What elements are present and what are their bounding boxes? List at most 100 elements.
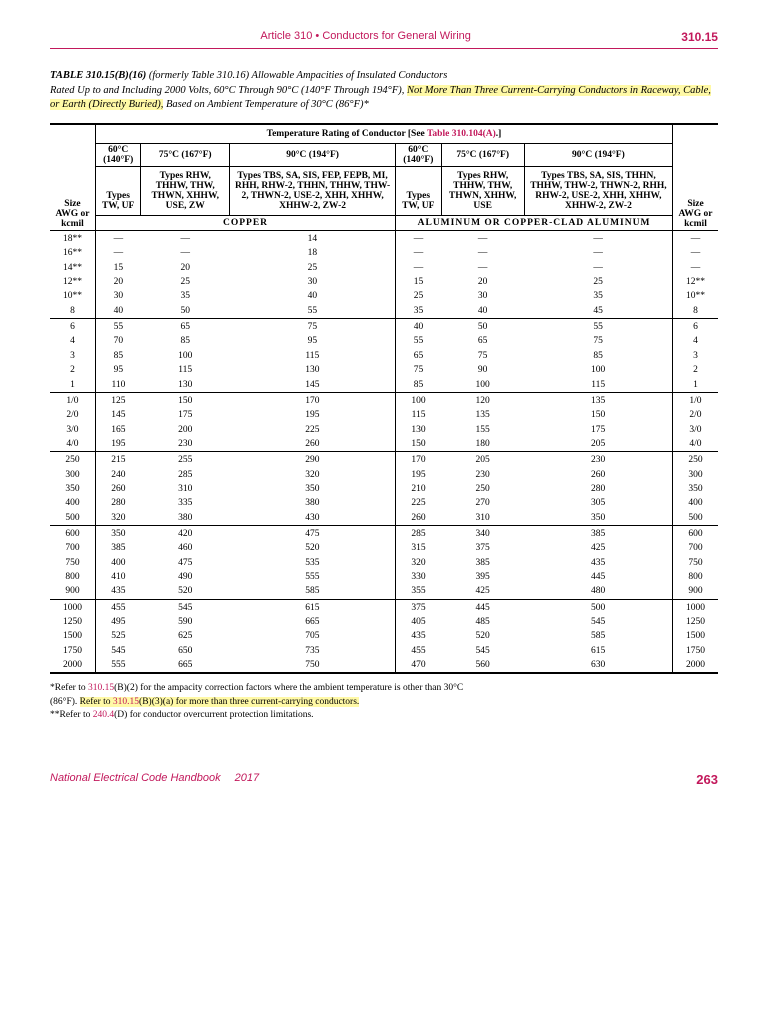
table-cell: 1000	[50, 599, 95, 615]
page-number: 263	[696, 772, 718, 787]
table-cell: 175	[524, 423, 672, 437]
table-cell: 16**	[50, 246, 95, 260]
table-cell: 4	[673, 334, 719, 348]
table-row: 47085955565754	[50, 334, 718, 348]
table-cell: 65	[141, 319, 230, 335]
table-cell: 700	[673, 541, 719, 555]
table-cell: 75	[441, 349, 524, 363]
table-cell: 3	[50, 349, 95, 363]
aluminum-label: ALUMINUM OR COPPER-CLAD ALUMINUM	[396, 216, 673, 231]
table-cell: 230	[524, 452, 672, 468]
table-cell: 375	[441, 541, 524, 555]
table-cell: 300	[673, 468, 719, 482]
table-cell: 545	[524, 615, 672, 629]
table-cell: 10**	[673, 289, 719, 303]
table-cell: 2/0	[673, 408, 719, 422]
table-cell: —	[141, 231, 230, 247]
table-cell: 375	[396, 599, 441, 615]
table-row: 3/01652002251301551753/0	[50, 423, 718, 437]
table-cell: —	[95, 231, 140, 247]
table-row: 250215255290170205230250	[50, 452, 718, 468]
title-line2b: Based on Ambient Temperature of 30°C (86…	[163, 99, 368, 110]
table-cell: 555	[230, 570, 396, 584]
footnote-ref-1: 310.15	[88, 683, 114, 693]
table-cell: 435	[524, 556, 672, 570]
table-row: 2/01451751951151351502/0	[50, 408, 718, 422]
table-cell: 900	[673, 584, 719, 599]
table-cell: —	[524, 231, 672, 247]
table-cell: 30	[230, 275, 396, 289]
table-row: 20005556657504705606302000	[50, 658, 718, 673]
table-cell: 8	[673, 304, 719, 319]
table-cell: 230	[441, 468, 524, 482]
table-cell: 18	[230, 246, 396, 260]
table-cell: 435	[396, 629, 441, 643]
table-cell: 545	[141, 599, 230, 615]
table-cell: 750	[230, 658, 396, 673]
col-90c-cu: 90°C (194°F)	[286, 150, 339, 160]
table-cell: 555	[95, 658, 140, 673]
table-cell: 180	[441, 437, 524, 452]
table-cell: 380	[141, 511, 230, 526]
temp-rating-label: Temperature Rating of Conductor [See	[267, 129, 427, 139]
table-row: 10004555456153754455001000	[50, 599, 718, 615]
table-cell: 455	[396, 644, 441, 658]
table-row: 29511513075901002	[50, 363, 718, 377]
table-cell: 520	[141, 584, 230, 599]
table-cell: 14	[230, 231, 396, 247]
table-cell: 475	[141, 556, 230, 570]
table-cell: 1750	[50, 644, 95, 658]
table-cell: 350	[50, 482, 95, 496]
table-cell: 205	[524, 437, 672, 452]
table-cell: 4/0	[673, 437, 719, 452]
table-cell: 750	[673, 556, 719, 570]
table-cell: 135	[524, 392, 672, 408]
table-cell: 1250	[50, 615, 95, 629]
table-cell: 290	[230, 452, 396, 468]
table-cell: 405	[396, 615, 441, 629]
table-cell: 520	[230, 541, 396, 555]
table-cell: 260	[396, 511, 441, 526]
table-cell: 430	[230, 511, 396, 526]
header-article: Article 310 • Conductors for General Wir…	[260, 30, 471, 44]
table-cell: 385	[524, 525, 672, 541]
table-cell: 250	[441, 482, 524, 496]
table-row: 15005256257054355205851500	[50, 629, 718, 643]
table-row: 12**20253015202512**	[50, 275, 718, 289]
table-row: 500320380430260310350500	[50, 511, 718, 526]
table-cell: 500	[50, 511, 95, 526]
table-cell: 420	[141, 525, 230, 541]
table-cell: 115	[524, 378, 672, 393]
table-cell: 410	[95, 570, 140, 584]
table-cell: 285	[141, 468, 230, 482]
table-cell: 30	[95, 289, 140, 303]
table-cell: 1250	[673, 615, 719, 629]
table-cell: 35	[141, 289, 230, 303]
table-cell: 1/0	[673, 392, 719, 408]
table-row: 300240285320195230260300	[50, 468, 718, 482]
table-number: TABLE 310.15(B)(16)	[50, 70, 146, 81]
table-cell: 205	[441, 452, 524, 468]
table-cell: 520	[441, 629, 524, 643]
table-cell: —	[524, 261, 672, 275]
table-row: 1110130145851001151	[50, 378, 718, 393]
table-cell: 115	[230, 349, 396, 363]
table-cell: 2	[673, 363, 719, 377]
table-row: 350260310350210250280350	[50, 482, 718, 496]
table-cell: 20	[95, 275, 140, 289]
table-cell: 2000	[50, 658, 95, 673]
table-cell: —	[673, 231, 719, 247]
table-cell: 20	[441, 275, 524, 289]
footnote-ref-3: 240.4	[93, 710, 114, 720]
table-cell: 10**	[50, 289, 95, 303]
table-cell: 260	[524, 468, 672, 482]
table-cell: 65	[396, 349, 441, 363]
size-left-header: Size AWG or kcmil	[55, 199, 89, 229]
table-cell: 4	[50, 334, 95, 348]
table-cell: 560	[441, 658, 524, 673]
table-cell: 75	[230, 319, 396, 335]
table-row: 4/01952302601501802054/0	[50, 437, 718, 452]
page-header: Article 310 • Conductors for General Wir…	[50, 30, 718, 49]
table-cell: 2000	[673, 658, 719, 673]
table-cell: 615	[524, 644, 672, 658]
